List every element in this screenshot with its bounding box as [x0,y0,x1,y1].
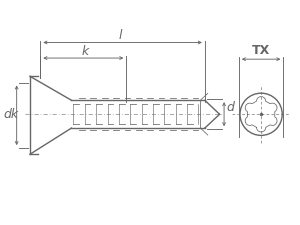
Text: l: l [118,29,122,42]
Text: d: d [226,101,234,114]
Text: TX: TX [252,44,270,57]
Text: k: k [81,45,88,58]
Text: dk: dk [3,108,18,121]
